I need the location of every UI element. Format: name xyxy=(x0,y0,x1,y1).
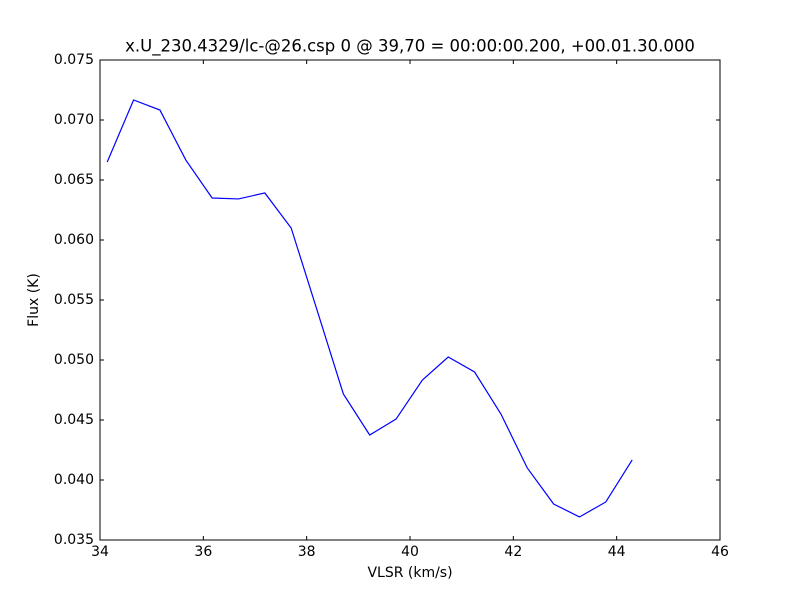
y-tick-label: 0.070 xyxy=(54,112,94,128)
y-tick-label: 0.040 xyxy=(54,472,94,488)
y-tick-label: 0.060 xyxy=(54,232,94,248)
x-tick-label: 44 xyxy=(608,544,626,560)
y-tick-label: 0.035 xyxy=(54,532,94,548)
x-tick-label: 38 xyxy=(298,544,316,560)
x-tick-label: 40 xyxy=(401,544,419,560)
y-tick-label: 0.075 xyxy=(54,52,94,68)
x-axis-label: VLSR (km/s) xyxy=(367,565,452,581)
y-tick-label: 0.065 xyxy=(54,172,94,188)
y-tick-label: 0.055 xyxy=(54,292,94,308)
line-series xyxy=(106,99,633,518)
x-tick-label: 46 xyxy=(711,544,729,560)
plot-frame xyxy=(99,59,721,541)
chart-title: x.U_230.4329/lc-@26.csp 0 @ 39,70 = 00:0… xyxy=(125,37,695,57)
y-tick-label: 0.050 xyxy=(54,352,94,368)
y-tick-label: 0.045 xyxy=(54,412,94,428)
x-tick-label: 36 xyxy=(194,544,212,560)
y-axis-label: Flux (K) xyxy=(26,273,42,327)
x-tick-label: 34 xyxy=(91,544,109,560)
x-tick-label: 42 xyxy=(504,544,522,560)
